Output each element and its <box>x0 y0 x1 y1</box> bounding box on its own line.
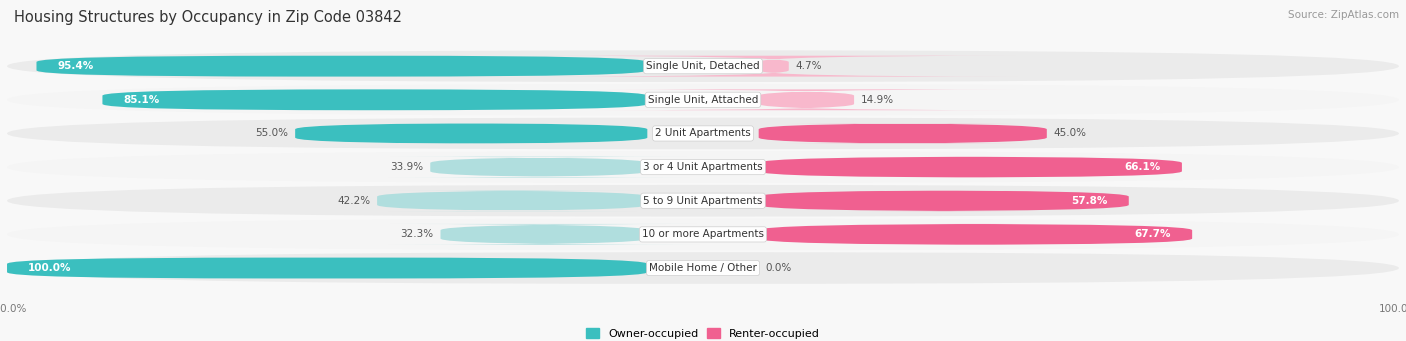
Text: 10 or more Apartments: 10 or more Apartments <box>643 229 763 239</box>
Text: 32.3%: 32.3% <box>401 229 433 239</box>
FancyBboxPatch shape <box>7 84 1399 116</box>
FancyBboxPatch shape <box>759 190 1129 211</box>
Text: Source: ZipAtlas.com: Source: ZipAtlas.com <box>1288 10 1399 20</box>
FancyBboxPatch shape <box>103 89 647 110</box>
FancyBboxPatch shape <box>759 157 1182 178</box>
FancyBboxPatch shape <box>295 123 647 144</box>
Text: Housing Structures by Occupancy in Zip Code 03842: Housing Structures by Occupancy in Zip C… <box>14 10 402 25</box>
FancyBboxPatch shape <box>759 123 1047 144</box>
Text: 0.0%: 0.0% <box>766 263 792 273</box>
Text: 95.4%: 95.4% <box>58 61 94 71</box>
Text: 67.7%: 67.7% <box>1135 229 1171 239</box>
FancyBboxPatch shape <box>7 219 1399 250</box>
Text: Single Unit, Attached: Single Unit, Attached <box>648 95 758 105</box>
FancyBboxPatch shape <box>7 252 1399 284</box>
FancyBboxPatch shape <box>37 56 647 77</box>
FancyBboxPatch shape <box>7 50 1399 82</box>
Text: Single Unit, Detached: Single Unit, Detached <box>647 61 759 71</box>
Text: 3 or 4 Unit Apartments: 3 or 4 Unit Apartments <box>643 162 763 172</box>
Text: 66.1%: 66.1% <box>1125 162 1161 172</box>
FancyBboxPatch shape <box>7 118 1399 149</box>
Text: 55.0%: 55.0% <box>256 129 288 138</box>
Text: 33.9%: 33.9% <box>391 162 423 172</box>
Text: 57.8%: 57.8% <box>1071 196 1108 206</box>
FancyBboxPatch shape <box>595 89 1018 110</box>
Text: 85.1%: 85.1% <box>124 95 159 105</box>
Text: 45.0%: 45.0% <box>1053 129 1087 138</box>
Text: 42.2%: 42.2% <box>337 196 370 206</box>
FancyBboxPatch shape <box>530 56 1018 77</box>
FancyBboxPatch shape <box>377 190 647 211</box>
FancyBboxPatch shape <box>388 157 689 178</box>
FancyBboxPatch shape <box>388 224 699 245</box>
FancyBboxPatch shape <box>7 151 1399 183</box>
Text: 2 Unit Apartments: 2 Unit Apartments <box>655 129 751 138</box>
Text: 100.0%: 100.0% <box>28 263 72 273</box>
FancyBboxPatch shape <box>759 224 1192 245</box>
Text: 5 to 9 Unit Apartments: 5 to 9 Unit Apartments <box>644 196 762 206</box>
FancyBboxPatch shape <box>7 185 1399 217</box>
FancyBboxPatch shape <box>7 257 647 279</box>
Text: 14.9%: 14.9% <box>860 95 894 105</box>
Text: 4.7%: 4.7% <box>796 61 823 71</box>
Text: Mobile Home / Other: Mobile Home / Other <box>650 263 756 273</box>
Legend: Owner-occupied, Renter-occupied: Owner-occupied, Renter-occupied <box>581 324 825 341</box>
